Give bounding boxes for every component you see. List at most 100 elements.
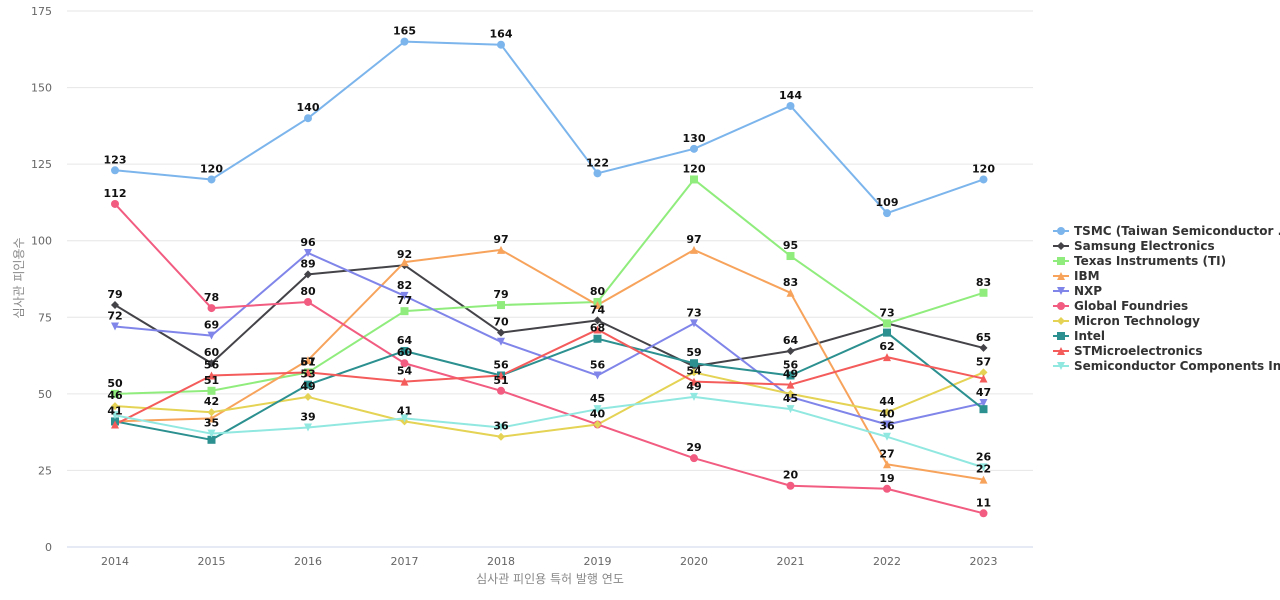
- data-point[interactable]: [400, 377, 409, 386]
- data-point[interactable]: [593, 169, 602, 178]
- data-point[interactable]: [207, 175, 216, 184]
- legend-item[interactable]: Intel: [1053, 329, 1105, 343]
- legend-item[interactable]: TSMC (Taiwan Semiconductor ...: [1053, 224, 1280, 238]
- data-point[interactable]: [400, 291, 409, 300]
- data-point[interactable]: [400, 307, 409, 316]
- data-point[interactable]: [690, 454, 698, 463]
- legend-swatch-marker[interactable]: [1057, 317, 1065, 325]
- data-point[interactable]: [690, 245, 698, 254]
- data-point[interactable]: [207, 304, 216, 313]
- data-point[interactable]: [690, 392, 698, 401]
- data-point[interactable]: [111, 389, 119, 398]
- data-point[interactable]: [593, 420, 602, 429]
- data-point[interactable]: [497, 245, 505, 254]
- data-point[interactable]: [111, 301, 119, 310]
- data-point[interactable]: [979, 405, 988, 414]
- series-line-5[interactable]: [114, 202, 985, 515]
- legend-swatch-marker[interactable]: [1057, 242, 1065, 250]
- series-line-4[interactable]: [114, 251, 985, 426]
- data-point[interactable]: [979, 343, 988, 352]
- data-point[interactable]: [207, 408, 216, 417]
- data-point[interactable]: [979, 288, 988, 297]
- data-point[interactable]: [786, 346, 795, 355]
- data-point[interactable]: [883, 420, 891, 429]
- data-point[interactable]: [111, 199, 119, 208]
- data-point[interactable]: [400, 346, 409, 355]
- data-point[interactable]: [304, 248, 312, 257]
- data-point[interactable]: [883, 209, 891, 218]
- legend-swatch-marker[interactable]: [1057, 227, 1065, 235]
- legend-swatch-marker[interactable]: [1057, 272, 1065, 280]
- data-point[interactable]: [400, 258, 409, 267]
- data-point[interactable]: [690, 368, 698, 377]
- data-point[interactable]: [304, 368, 312, 377]
- legend-swatch-marker[interactable]: [1057, 257, 1065, 265]
- series-line-8[interactable]: [114, 328, 985, 426]
- data-point[interactable]: [690, 377, 698, 386]
- data-point[interactable]: [786, 252, 795, 261]
- data-point[interactable]: [497, 432, 505, 441]
- data-point[interactable]: [883, 484, 891, 493]
- series-line-2[interactable]: [114, 178, 985, 395]
- data-point[interactable]: [304, 356, 312, 365]
- legend-swatch-marker[interactable]: [1057, 362, 1065, 370]
- series-line-1[interactable]: [114, 264, 985, 368]
- legend-swatch-marker[interactable]: [1057, 347, 1065, 355]
- data-point[interactable]: [593, 405, 602, 414]
- data-point[interactable]: [593, 301, 602, 310]
- data-point[interactable]: [400, 37, 409, 46]
- legend-item[interactable]: IBM: [1053, 269, 1100, 283]
- data-point[interactable]: [786, 288, 795, 297]
- data-point[interactable]: [786, 405, 795, 414]
- data-point[interactable]: [690, 319, 698, 328]
- data-point[interactable]: [883, 353, 891, 362]
- data-point[interactable]: [304, 270, 312, 279]
- data-point[interactable]: [111, 402, 119, 411]
- series-line-3[interactable]: [114, 248, 985, 481]
- data-point[interactable]: [400, 359, 409, 368]
- data-point[interactable]: [786, 101, 795, 110]
- data-point[interactable]: [883, 319, 891, 328]
- data-point[interactable]: [786, 481, 795, 490]
- data-point[interactable]: [979, 175, 988, 184]
- series-line-0[interactable]: [114, 40, 985, 215]
- legend-item[interactable]: Samsung Electronics: [1053, 239, 1215, 253]
- data-point[interactable]: [690, 175, 698, 184]
- data-point[interactable]: [400, 414, 409, 423]
- data-point[interactable]: [111, 322, 119, 331]
- series-line-6[interactable]: [114, 371, 985, 438]
- legend-item[interactable]: Texas Instruments (TI): [1053, 254, 1226, 268]
- data-point[interactable]: [207, 435, 216, 444]
- data-point[interactable]: [593, 371, 602, 380]
- data-point[interactable]: [304, 297, 312, 306]
- series-line-9[interactable]: [114, 395, 985, 469]
- data-point[interactable]: [690, 144, 698, 153]
- data-point[interactable]: [786, 380, 795, 389]
- data-point[interactable]: [497, 301, 505, 310]
- data-point[interactable]: [111, 166, 119, 175]
- data-point[interactable]: [979, 475, 988, 484]
- data-point[interactable]: [690, 359, 698, 368]
- data-point[interactable]: [497, 423, 505, 432]
- data-point[interactable]: [979, 509, 988, 518]
- data-point[interactable]: [497, 386, 505, 395]
- data-point[interactable]: [207, 371, 216, 380]
- data-point[interactable]: [979, 399, 988, 408]
- legend-item[interactable]: STMicroelectronics: [1053, 344, 1202, 358]
- data-point[interactable]: [207, 386, 216, 395]
- data-point[interactable]: [111, 411, 119, 420]
- data-point[interactable]: [593, 334, 602, 343]
- data-point[interactable]: [883, 408, 891, 417]
- data-point[interactable]: [786, 389, 795, 398]
- data-point[interactable]: [883, 328, 891, 337]
- data-point[interactable]: [497, 337, 505, 346]
- legend-swatch-marker[interactable]: [1057, 302, 1065, 310]
- data-point[interactable]: [979, 368, 988, 377]
- legend-swatch-marker[interactable]: [1057, 332, 1065, 340]
- legend-item[interactable]: NXP: [1053, 284, 1102, 298]
- data-point[interactable]: [207, 359, 216, 368]
- data-point[interactable]: [593, 325, 602, 334]
- data-point[interactable]: [304, 380, 312, 389]
- legend-item[interactable]: Micron Technology: [1053, 314, 1200, 328]
- legend-swatch-marker[interactable]: [1057, 287, 1065, 295]
